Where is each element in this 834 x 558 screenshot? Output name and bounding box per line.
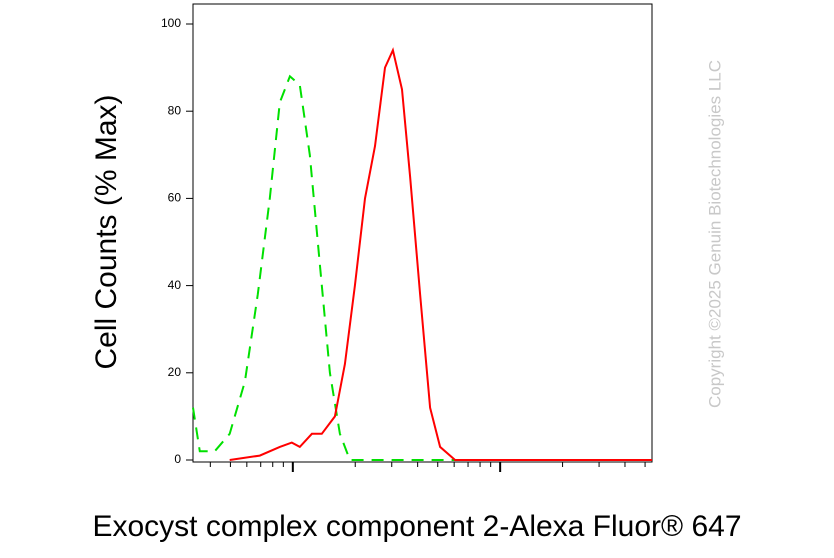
series-line	[229, 47, 652, 461]
watermark: Copyright ©2025 Genuin Biotechnologies L…	[705, 60, 724, 408]
y-tick-label: 20	[168, 365, 182, 379]
y-tick-label: 80	[168, 103, 182, 117]
y-axis-label: Cell Counts (% Max)	[90, 94, 123, 369]
y-tick-label: 60	[168, 191, 182, 205]
y-tick-label: 0	[174, 452, 181, 466]
y-tick-label: 100	[161, 16, 181, 30]
plot-frame	[192, 3, 653, 463]
y-tick-label: 40	[168, 278, 182, 292]
series-line	[192, 74, 652, 461]
x-axis-label: Exocyst complex component 2-Alexa Fluor®…	[92, 510, 741, 543]
